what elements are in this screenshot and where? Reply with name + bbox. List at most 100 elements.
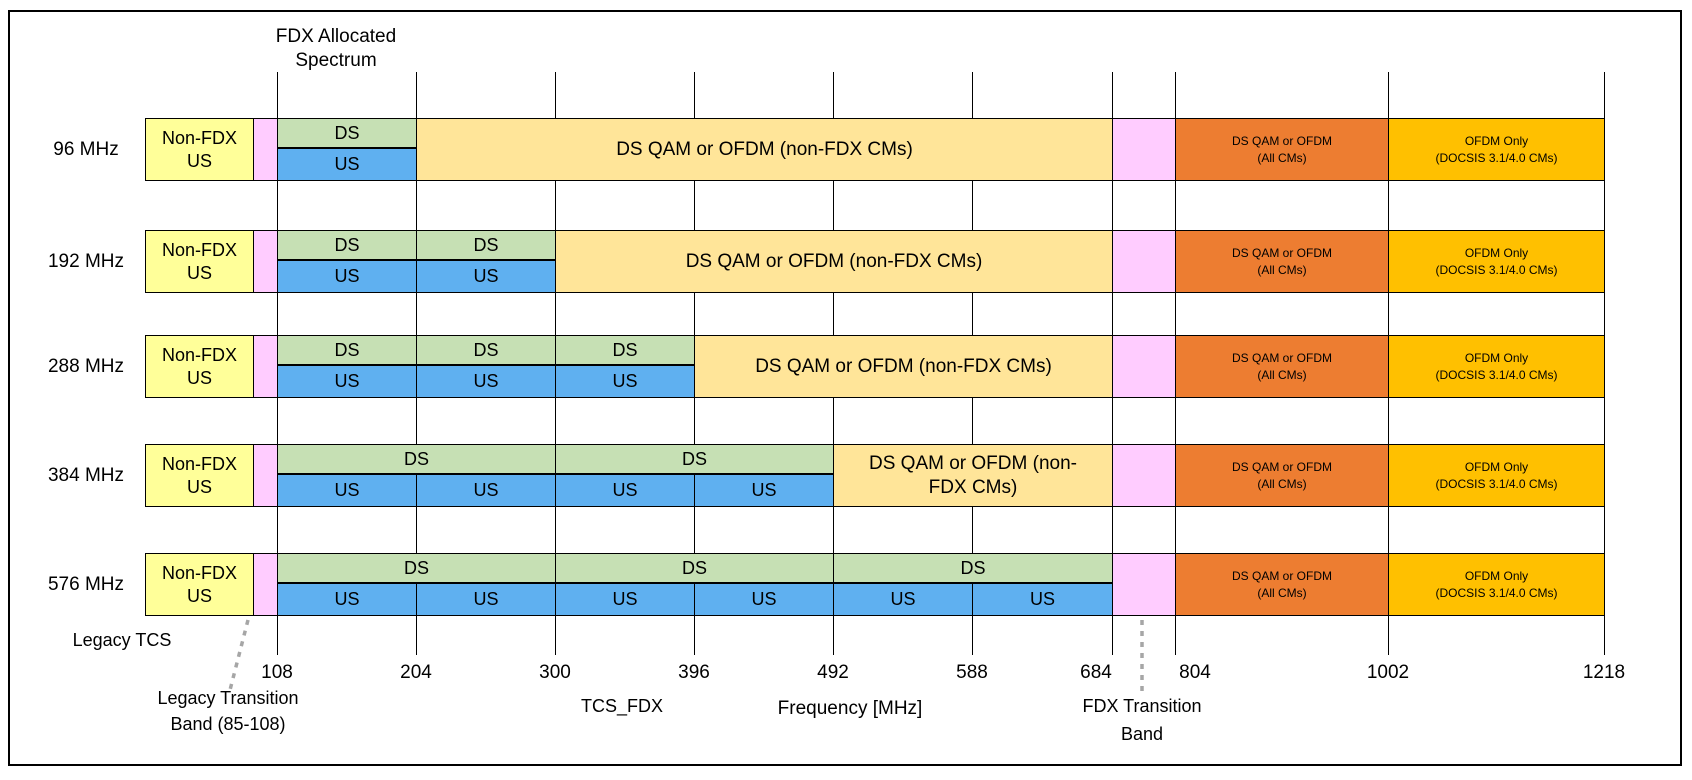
ds-qam-ofdm-non-fdx-band: DS QAM or OFDM (non-FDX CMs) — [416, 118, 1113, 181]
ofdm-only-band-label: (DOCSIS 3.1/4.0 CMs) — [1435, 150, 1558, 165]
fdx-ds-segment-label: DS — [403, 557, 429, 578]
ds-qam-ofdm-non-fdx-band-label: DS QAM or OFDM (non-FDX CMs) — [685, 250, 983, 272]
ds-qam-ofdm-all-cms-band-label: DS QAM or OFDM — [1231, 351, 1332, 366]
ofdm-only-band-label: OFDM Only — [1464, 351, 1529, 366]
row-label-96-mhz: 96 MHz — [53, 138, 119, 160]
fdx-ds-segment-label: DS — [334, 122, 360, 143]
tick-label-300: 300 — [539, 662, 571, 683]
tick-label-684: 684 — [1080, 662, 1112, 683]
fdx-us-segment: US — [972, 583, 1113, 616]
fdx-us-segment: US — [694, 583, 834, 616]
fdx-allocated-spectrum-title-line1: FDX Allocated — [275, 26, 397, 47]
ds-qam-ofdm-all-cms-band: DS QAM or OFDM (All CMs) — [1175, 230, 1389, 293]
ds-qam-ofdm-non-fdx-band: DS QAM or OFDM (non-FDX CMs) — [694, 335, 1113, 398]
ofdm-only-band-label: OFDM Only — [1464, 460, 1529, 475]
legacy-non-fdx-us-band-label: Non-FDX — [161, 563, 237, 583]
fdx-ds-segment: DS — [277, 553, 556, 583]
tcs-fdx-label: TCS_FDX — [580, 696, 664, 716]
fdx-ds-segment-label: DS — [681, 448, 707, 469]
fdx-transition-band — [1112, 230, 1176, 293]
ofdm-only-band: OFDM Only (DOCSIS 3.1/4.0 CMs) — [1388, 444, 1605, 507]
fdx-us-segment: US — [416, 583, 556, 616]
fdx-ds-segment: DS — [277, 118, 417, 148]
fdx-ds-segment-label: DS — [960, 557, 986, 578]
tick-label-1218: 1218 — [1582, 662, 1626, 683]
fdx-us-segment: US — [277, 260, 417, 293]
tick-label-396: 396 — [678, 662, 710, 683]
fdx-us-segment: US — [555, 474, 695, 507]
fdx-us-segment-label: US — [473, 589, 499, 610]
legacy-non-fdx-us-band-label: Non-FDX — [161, 454, 237, 474]
fdx-ds-segment-label: DS — [334, 339, 360, 360]
ds-qam-ofdm-all-cms-band-label: (All CMs) — [1257, 150, 1307, 165]
row-label-576-mhz: 576 MHz — [47, 573, 125, 595]
ds-qam-ofdm-all-cms-band-label: (All CMs) — [1257, 262, 1307, 277]
fdx-us-segment: US — [416, 260, 556, 293]
fdx-ds-segment-label: DS — [612, 339, 638, 360]
fdx-us-segment-label: US — [612, 371, 638, 392]
ofdm-only-band-label: OFDM Only — [1464, 134, 1529, 149]
ofdm-only-band-label: (DOCSIS 3.1/4.0 CMs) — [1435, 476, 1558, 491]
fdx-us-segment: US — [277, 583, 417, 616]
legacy-non-fdx-us-band-label: US — [186, 585, 212, 606]
legacy-non-fdx-us-band: Non-FDX US — [145, 118, 254, 181]
legacy-non-fdx-us-band-label: US — [186, 367, 212, 388]
ofdm-only-band-label: (DOCSIS 3.1/4.0 CMs) — [1435, 367, 1558, 382]
fdx-us-segment: US — [555, 583, 695, 616]
fdx-us-segment: US — [277, 148, 417, 181]
ds-qam-ofdm-all-cms-band: DS QAM or OFDM (All CMs) — [1175, 444, 1389, 507]
fdx-us-segment: US — [277, 474, 417, 507]
row-label-192-mhz: 192 MHz — [47, 250, 125, 272]
ds-qam-ofdm-non-fdx-band-label: DS QAM or OFDM (non-FDX CMs) — [616, 138, 913, 160]
legacy-transition-band — [253, 444, 278, 507]
fdx-ds-segment: DS — [277, 444, 556, 474]
ofdm-only-band: OFDM Only (DOCSIS 3.1/4.0 CMs) — [1388, 553, 1605, 616]
fdx-us-segment-label: US — [334, 589, 360, 610]
fdx-transition-band — [1112, 335, 1176, 398]
legacy-transition-band — [253, 230, 278, 293]
ofdm-only-band: OFDM Only (DOCSIS 3.1/4.0 CMs) — [1388, 230, 1605, 293]
row-label-384-mhz: 384 MHz — [47, 464, 125, 486]
ds-qam-ofdm-non-fdx-band: DS QAM or OFDM (non-FDX CMs) — [833, 444, 1113, 507]
ds-qam-ofdm-all-cms-band-label: (All CMs) — [1257, 585, 1307, 600]
legacy-transition-band-label-line2: Band (85-108) — [170, 714, 286, 734]
fdx-transition-band — [1112, 118, 1176, 181]
tick-label-588: 588 — [956, 662, 988, 683]
diagram-border — [8, 10, 1682, 766]
fdx-us-segment-label: US — [334, 480, 360, 501]
ofdm-only-band: OFDM Only (DOCSIS 3.1/4.0 CMs) — [1388, 335, 1605, 398]
fdx-us-segment: US — [555, 365, 695, 398]
fdx-us-segment-label: US — [612, 589, 638, 610]
legacy-transition-band — [253, 553, 278, 616]
legacy-non-fdx-us-band-label: Non-FDX — [161, 345, 237, 365]
ds-qam-ofdm-non-fdx-band: DS QAM or OFDM (non-FDX CMs) — [555, 230, 1113, 293]
fdx-transition-band-label-line1: FDX Transition — [1082, 696, 1202, 716]
ds-qam-ofdm-all-cms-band: DS QAM or OFDM (All CMs) — [1175, 553, 1389, 616]
ofdm-only-band-label: (DOCSIS 3.1/4.0 CMs) — [1435, 262, 1558, 277]
tick-label-204: 204 — [400, 662, 432, 683]
legacy-non-fdx-us-band-label: US — [186, 150, 212, 171]
legacy-non-fdx-us-band: Non-FDX US — [145, 335, 254, 398]
frequency-axis-label: Frequency [MHz] — [777, 698, 923, 719]
ofdm-only-band-label: (DOCSIS 3.1/4.0 CMs) — [1435, 585, 1558, 600]
ds-qam-ofdm-all-cms-band-label: DS QAM or OFDM — [1231, 569, 1332, 584]
ds-qam-ofdm-all-cms-band-label: DS QAM or OFDM — [1231, 246, 1332, 261]
tick-label-492: 492 — [817, 662, 849, 683]
legacy-non-fdx-us-band: Non-FDX US — [145, 553, 254, 616]
fdx-us-segment-label: US — [751, 589, 777, 610]
fdx-ds-segment: DS — [416, 335, 556, 365]
fdx-ds-segment: DS — [277, 230, 417, 260]
ds-qam-ofdm-all-cms-band-label: DS QAM or OFDM — [1231, 460, 1332, 475]
legacy-non-fdx-us-band-label: Non-FDX — [161, 128, 237, 148]
fdx-us-segment: US — [694, 474, 834, 507]
ofdm-only-band: OFDM Only (DOCSIS 3.1/4.0 CMs) — [1388, 118, 1605, 181]
fdx-us-segment-label: US — [1029, 589, 1055, 610]
legacy-non-fdx-us-band-label: US — [186, 476, 212, 497]
ofdm-only-band-label: OFDM Only — [1464, 569, 1529, 584]
tick-label-804: 804 — [1179, 662, 1211, 683]
ds-qam-ofdm-all-cms-band-label: (All CMs) — [1257, 367, 1307, 382]
fdx-ds-segment: DS — [833, 553, 1113, 583]
legacy-non-fdx-us-band: Non-FDX US — [145, 230, 254, 293]
legacy-transition-band — [253, 118, 278, 181]
fdx-ds-segment: DS — [555, 335, 695, 365]
